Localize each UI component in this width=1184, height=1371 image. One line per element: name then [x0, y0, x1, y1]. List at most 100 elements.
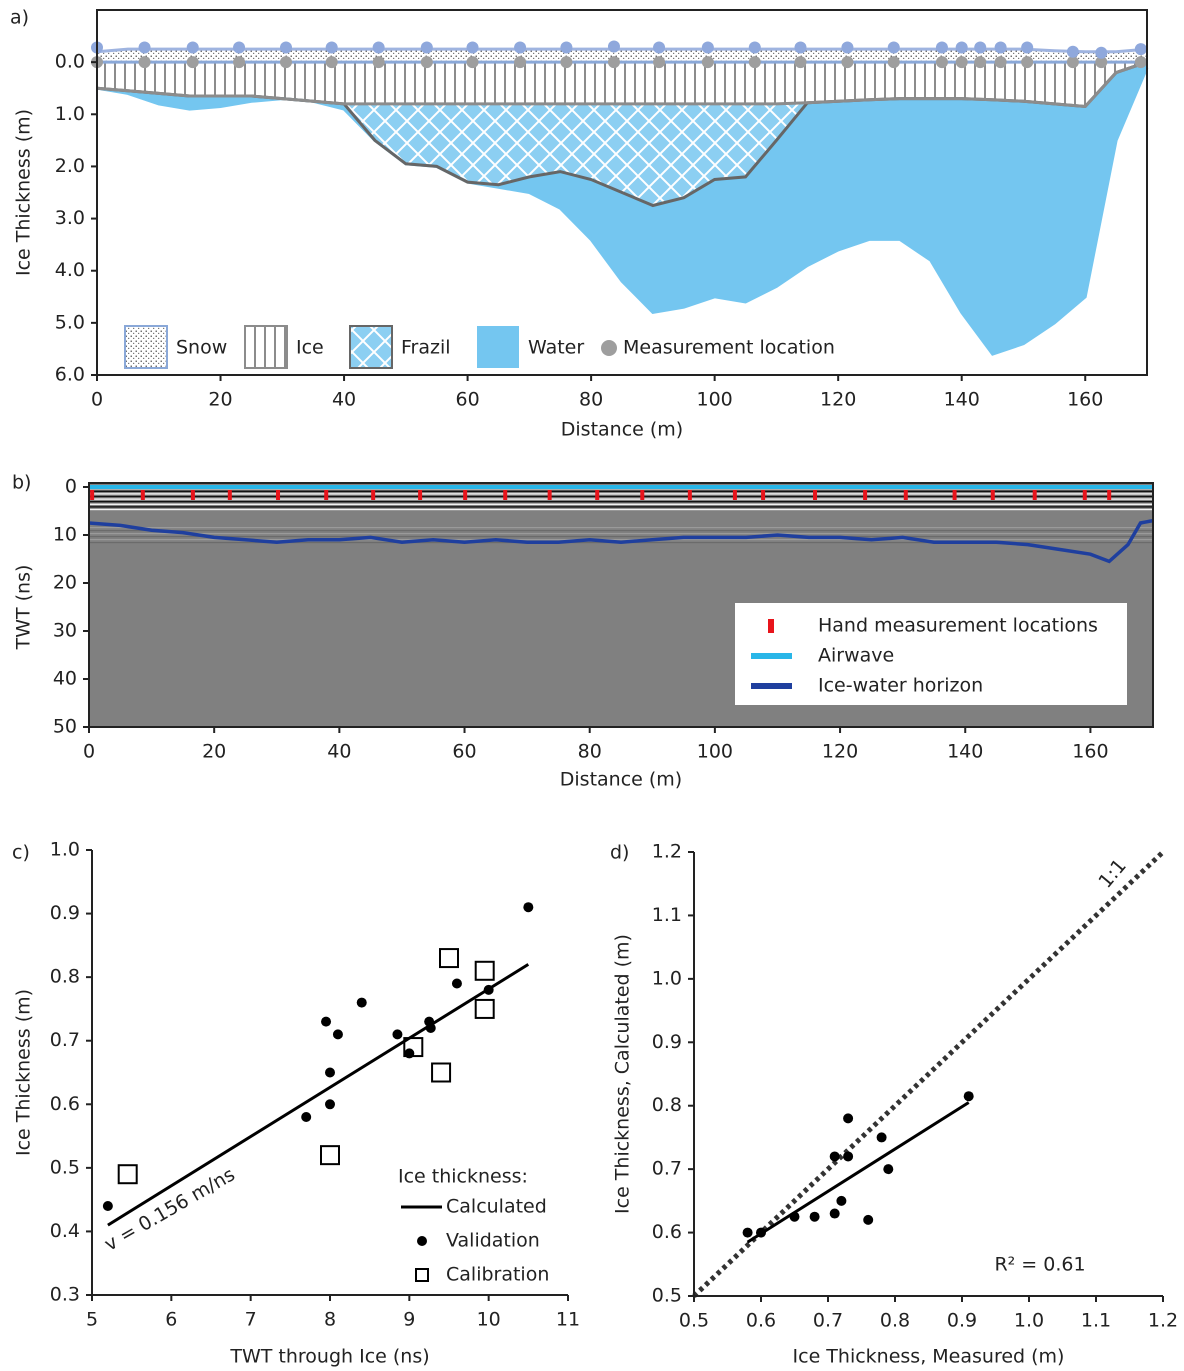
point	[325, 1067, 335, 1078]
measurement-snow	[420, 41, 433, 54]
x-tick-label: 40	[332, 389, 356, 411]
point	[301, 1112, 312, 1122]
x-tick-label: 20	[202, 741, 226, 763]
legend-label: Calculated	[446, 1196, 547, 1218]
measurement-ice	[466, 56, 479, 69]
square-point	[474, 960, 495, 981]
hand-measurement	[595, 490, 600, 500]
hand-measurement	[227, 490, 232, 500]
point	[836, 1195, 847, 1206]
y-tick-label: 0.3	[50, 1284, 80, 1306]
snow-surface	[96, 47, 1148, 54]
plot-frame	[88, 482, 1154, 728]
y-tick-label: 0.8	[50, 966, 80, 988]
legend-label: Ice-water horizon	[818, 675, 983, 697]
annotation: R² = 0.61	[994, 1254, 1085, 1276]
y-tick-label: 0.6	[652, 1221, 682, 1243]
hand-measurement	[761, 490, 766, 500]
point	[356, 997, 367, 1008]
measurement-snow	[514, 41, 527, 54]
point	[843, 1113, 854, 1124]
square-point	[474, 998, 495, 1019]
measurement-ice	[420, 56, 433, 69]
x-tick-label: 100	[697, 741, 733, 763]
measurement-snow	[233, 41, 246, 54]
y-tick-label: 1.1	[652, 904, 682, 926]
x-tick-label: 40	[327, 741, 351, 763]
legend-label: Frazil	[401, 337, 451, 359]
x-tick-label: 6	[165, 1309, 177, 1331]
measurement-ice	[701, 56, 714, 69]
x-tick-label: 9	[403, 1309, 415, 1331]
measurement-snow	[1066, 45, 1079, 58]
legend-marker	[601, 340, 617, 356]
y-axis-title: TWT (ns)	[13, 565, 35, 651]
x-tick-label: 160	[1072, 741, 1108, 763]
legend-pattern	[244, 325, 288, 369]
measurement-ice	[955, 56, 968, 69]
layer-boundary	[96, 60, 1148, 109]
layer-boundary	[96, 66, 1149, 356]
legend-pattern	[124, 325, 168, 369]
x-tick-label: 0.9	[947, 1310, 977, 1332]
hand-measurement	[90, 490, 95, 500]
x-tick-label: 0.6	[746, 1310, 776, 1332]
point	[451, 978, 462, 989]
legend-box	[735, 603, 1127, 705]
x-axis-title: Distance (m)	[561, 419, 683, 441]
measurement-snow	[372, 41, 385, 54]
y-tick-label: 3.0	[55, 207, 85, 229]
point	[332, 1029, 343, 1040]
hand-measurement	[863, 490, 868, 500]
y-tick-label: 0.7	[652, 1158, 682, 1180]
point	[963, 1091, 974, 1102]
plot-frame	[96, 9, 1148, 376]
x-tick-label: 11	[556, 1309, 580, 1331]
y-tick-label: 50	[53, 716, 77, 738]
measurement-snow	[560, 41, 573, 54]
y-tick-label: 6.0	[55, 364, 85, 386]
y-tick-label: 10	[53, 524, 77, 546]
hand-measurement	[190, 490, 195, 500]
x-tick-label: 1.0	[1014, 1310, 1044, 1332]
fit-line	[746, 1101, 970, 1244]
measurement-ice	[994, 56, 1007, 69]
measurement-snow	[607, 40, 620, 53]
hand-measurement	[990, 490, 995, 500]
measurement-ice	[1134, 56, 1147, 69]
y-tick-label: 30	[53, 620, 77, 642]
radargram-band	[89, 508, 1153, 511]
legend-label: Validation	[446, 1230, 540, 1252]
point	[883, 1164, 894, 1175]
measurement-snow	[994, 41, 1007, 54]
point	[102, 1201, 113, 1211]
x-tick-label: 60	[452, 741, 476, 763]
square-point	[320, 1145, 340, 1166]
y-axis-title: Ice Thickness (m)	[13, 109, 35, 276]
hand-measurement	[952, 490, 957, 500]
measurement-snow	[935, 41, 948, 54]
measurement-ice	[138, 56, 151, 69]
hand-measurement	[1082, 490, 1087, 500]
radargram-band	[89, 506, 1153, 508]
point	[392, 1029, 403, 1040]
measurement-ice	[325, 56, 338, 69]
measurement-snow	[653, 41, 666, 54]
y-axis-title: Ice Thickness, Calculated (m)	[612, 934, 634, 1214]
y-tick-label: 0.9	[652, 1031, 682, 1053]
x-tick-label: 160	[1067, 389, 1103, 411]
square-point	[117, 1164, 138, 1185]
hand-measurement	[276, 490, 281, 500]
measurement-snow	[1095, 46, 1108, 59]
y-tick-label: 5.0	[55, 311, 85, 333]
radargram-band	[89, 490, 1153, 492]
measurement-snow	[1134, 43, 1147, 56]
measurement-snow	[701, 41, 714, 54]
measurement-ice	[607, 56, 620, 69]
measurement-ice	[794, 56, 807, 69]
legend-symbol	[415, 1268, 429, 1282]
square-point	[403, 1037, 424, 1058]
hand-measurement	[1032, 490, 1037, 500]
x-tick-label: 140	[944, 389, 980, 411]
